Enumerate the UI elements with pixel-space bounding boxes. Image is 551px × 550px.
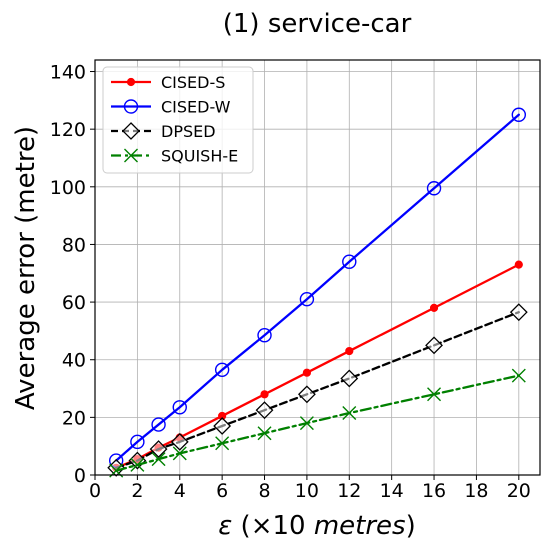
x-axis-label-symbol: ε [218, 511, 232, 541]
x-tick-label: 0 [89, 480, 101, 502]
legend-item-cised-w: CISED-W [111, 98, 231, 117]
data-point-squish-e [299, 416, 314, 431]
x-tick-label: 12 [337, 480, 361, 502]
data-point-squish-e [427, 387, 442, 402]
y-axis-label: Average error (metre) [11, 126, 41, 410]
y-tick-label: 120 [50, 119, 86, 141]
legend-item-squish-e: SQUISH-E [111, 147, 238, 166]
series-line-cised-w [115, 113, 520, 462]
data-point-squish-e [215, 436, 230, 451]
series-layer [107, 107, 528, 478]
x-axis-label: ε (×10 metres) [218, 511, 416, 541]
x-axis-label-open: (×10 [232, 511, 314, 541]
data-point-dpsed [425, 336, 443, 355]
legend-label-dpsed: DPSED [161, 122, 216, 141]
legend-marker-cised-w [123, 99, 139, 114]
legend-marker-squish-e [124, 148, 138, 163]
y-tick-label: 100 [50, 177, 86, 199]
legend-marker-dpsed [122, 122, 140, 140]
data-point-cised-s [514, 260, 523, 269]
data-point-squish-e [342, 406, 357, 421]
y-tick-label: 40 [62, 350, 86, 372]
data-point-cised-w [151, 417, 166, 432]
x-tick-label: 16 [422, 480, 446, 502]
x-axis-label-close: ) [406, 511, 416, 541]
data-point-dpsed [509, 303, 528, 322]
data-point-dpsed [170, 432, 189, 451]
series-squish-e [109, 368, 526, 478]
legend-label-squish-e: SQUISH-E [161, 147, 238, 166]
series-line-dpsed [115, 311, 520, 469]
ticks: 0 2 4 6 8 10 12 14 16 18 20 0 20 40 60 80 100 120 140 [50, 62, 531, 502]
y-tick-label: 20 [62, 407, 86, 429]
data-point-dpsed [213, 417, 232, 435]
data-point-squish-e [172, 446, 187, 461]
legend-label-cised-s: CISED-S [161, 73, 225, 92]
data-point-squish-e [511, 368, 526, 383]
x-tick-label: 20 [507, 480, 531, 502]
data-point-cised-s [345, 346, 354, 356]
data-point-cised-w [257, 328, 272, 343]
plot-frame [94, 59, 541, 476]
x-tick-label: 8 [258, 480, 270, 502]
data-point-dpsed [149, 440, 168, 458]
x-tick-label: 14 [380, 480, 404, 502]
data-point-cised-w [299, 292, 315, 307]
legend-item-cised-s: CISED-S [111, 73, 225, 92]
data-point-dpsed [297, 385, 316, 404]
data-point-squish-e [257, 426, 272, 441]
data-point-squish-e [151, 452, 166, 467]
legend-label-cised-w: CISED-W [161, 98, 231, 117]
legend: CISED-S CISED-W DPSED SQUISH-E [102, 66, 254, 174]
legend-box [102, 66, 254, 174]
series-dpsed [107, 303, 528, 477]
x-tick-label: 10 [295, 480, 319, 502]
data-point-squish-e [130, 457, 145, 472]
y-tick-label: 140 [50, 62, 86, 84]
data-point-cised-s [429, 303, 439, 312]
series-cised-w [108, 107, 527, 468]
x-tick-label: 6 [216, 480, 228, 502]
y-tick-label: 60 [62, 292, 86, 314]
data-point-cised-w [130, 434, 145, 450]
data-point-cised-s [260, 390, 269, 399]
data-point-dpsed [340, 369, 359, 388]
data-point-cised-w [426, 181, 442, 196]
legend-item-dpsed: DPSED [111, 122, 216, 141]
data-point-dpsed [255, 401, 274, 420]
y-tick-label: 0 [74, 465, 86, 487]
data-point-cised-w [214, 362, 230, 378]
data-point-cised-w [511, 107, 527, 122]
y-tick-label: 80 [62, 234, 86, 256]
x-tick-label: 2 [131, 480, 143, 502]
x-tick-label: 4 [174, 480, 186, 502]
x-tick-label: 18 [464, 480, 488, 502]
data-point-cised-w [172, 400, 187, 415]
series-line-cised-s [115, 263, 520, 469]
chart-title: (1) service-car [223, 9, 412, 39]
x-axis-label-unit: metres [314, 511, 406, 541]
series-line-squish-e [115, 374, 520, 472]
data-point-cised-w [342, 254, 357, 269]
legend-marker-cised-s [126, 77, 136, 87]
data-point-cised-s [302, 368, 312, 377]
